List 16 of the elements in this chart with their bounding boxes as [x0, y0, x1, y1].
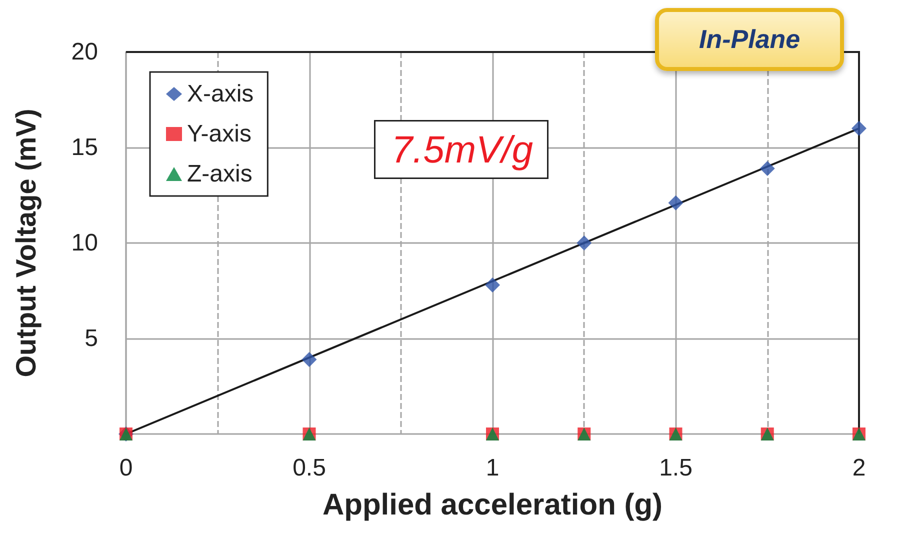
- legend-label: Z-axis: [187, 160, 252, 188]
- x-tick-label: 0.5: [292, 454, 326, 482]
- x-tick-label: 0: [119, 454, 133, 482]
- y-axis-title: Output Voltage (mV): [10, 108, 42, 378]
- x-tick-label: 2: [852, 454, 866, 482]
- x-tick-label: 1.5: [659, 454, 692, 482]
- annotation: 7.5mV/g: [392, 130, 534, 172]
- x-tick-label: 1: [486, 454, 500, 482]
- x-axis-title: Applied acceleration (g): [322, 488, 663, 522]
- y-tick-label: 10: [71, 230, 98, 256]
- y-tick-label: 15: [71, 134, 98, 161]
- callout-box: In-Plane: [655, 8, 844, 71]
- y-tick-label: 20: [71, 38, 98, 66]
- y-tick-label: 5: [84, 325, 98, 352]
- legend-label: X-axis: [187, 80, 254, 108]
- legend-label: Y-axis: [187, 120, 252, 148]
